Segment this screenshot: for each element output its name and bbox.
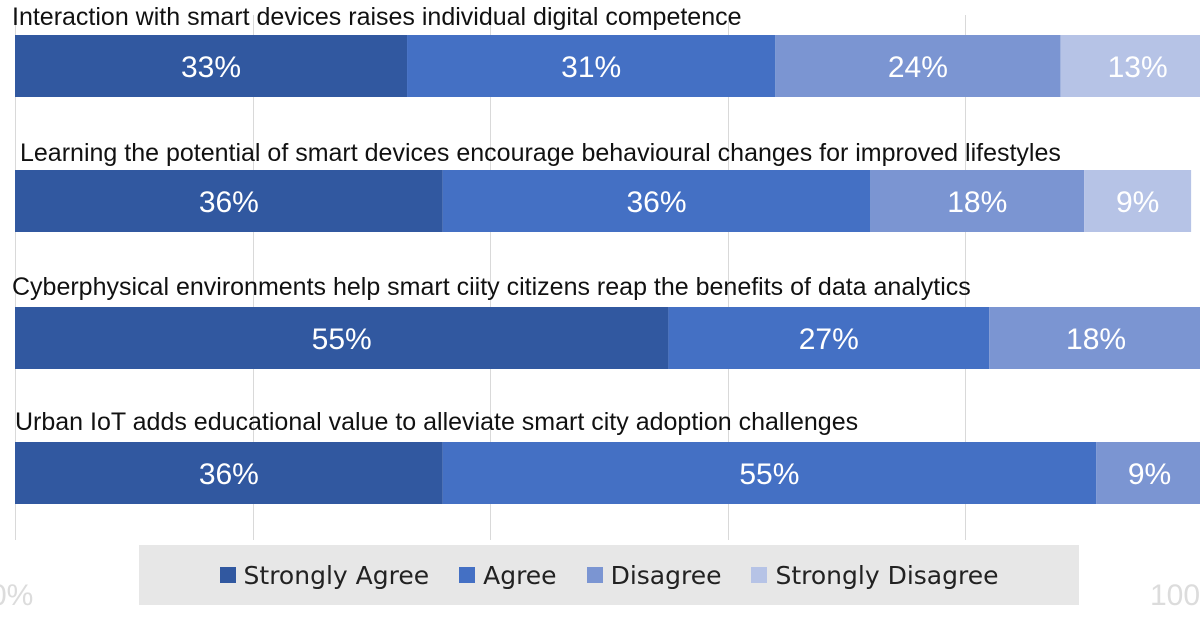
bar-segment <box>870 170 1085 232</box>
question-title: Urban IoT adds educational value to alle… <box>15 408 858 436</box>
bar-data-label: 27% <box>799 323 859 356</box>
bar-segment <box>1060 35 1200 97</box>
bar-data-label: 24% <box>888 51 948 84</box>
bar-data-label: 55% <box>312 323 372 356</box>
bar-segment <box>15 170 443 232</box>
x-tick-label-100: 100% <box>1150 579 1200 612</box>
legend-item-strongly-agree: Strongly Agree <box>219 560 430 590</box>
bar-data-label: 55% <box>739 458 799 491</box>
legend-label-agree: Agree <box>483 560 557 590</box>
legend-swatch-strongly-disagree <box>751 567 768 583</box>
legend-item-strongly-disagree: Strongly Disagree <box>751 561 998 590</box>
legend-label-disagree: Disagree <box>610 560 722 590</box>
bar-segment <box>407 35 776 97</box>
legend-swatch-disagree <box>586 567 603 583</box>
bar-segment <box>775 35 1061 97</box>
legend-background <box>139 545 1079 605</box>
bar-segment <box>989 307 1200 369</box>
question-title: Cyberphysical environments help smart ci… <box>12 273 971 301</box>
bar-data-label: 36% <box>199 458 259 491</box>
x-tick-label-0: 0% <box>0 579 33 612</box>
bar-data-label: 13% <box>1108 51 1168 84</box>
bar-data-label: 36% <box>626 186 686 219</box>
chart-legend: Strongly Agree Agree Disagree Strongly D… <box>139 545 1079 605</box>
legend-swatch-strongly-agree <box>219 567 236 583</box>
bar-segment <box>15 35 408 97</box>
legend-item-agree: Agree <box>459 560 557 590</box>
bar-segment <box>15 442 443 504</box>
bar-segment <box>668 307 990 369</box>
question-title: Interaction with smart devices raises in… <box>12 3 742 31</box>
question-title: Learning the potential of smart devices … <box>20 139 1061 167</box>
bar-data-label: 9% <box>1128 458 1171 491</box>
legend-label-strongly-disagree: Strongly Disagree <box>775 560 999 590</box>
bar-data-label: 31% <box>561 51 621 84</box>
bar-segment <box>1084 170 1192 232</box>
bar-segment <box>442 170 871 232</box>
bar-segment <box>442 442 1097 504</box>
legend-label-strongly-agree: Strongly Agree <box>243 560 430 590</box>
legend-item-disagree: Disagree <box>586 560 722 590</box>
bar-data-label: 18% <box>1066 323 1126 356</box>
bar-data-label: 9% <box>1116 186 1159 219</box>
bar-segment <box>1096 442 1200 504</box>
bar-data-label: 33% <box>181 51 241 84</box>
bar-data-label: 18% <box>947 186 1007 219</box>
bar-segment <box>15 307 669 369</box>
bar-data-label: 36% <box>199 186 259 219</box>
legend-swatch-agree <box>459 567 476 583</box>
